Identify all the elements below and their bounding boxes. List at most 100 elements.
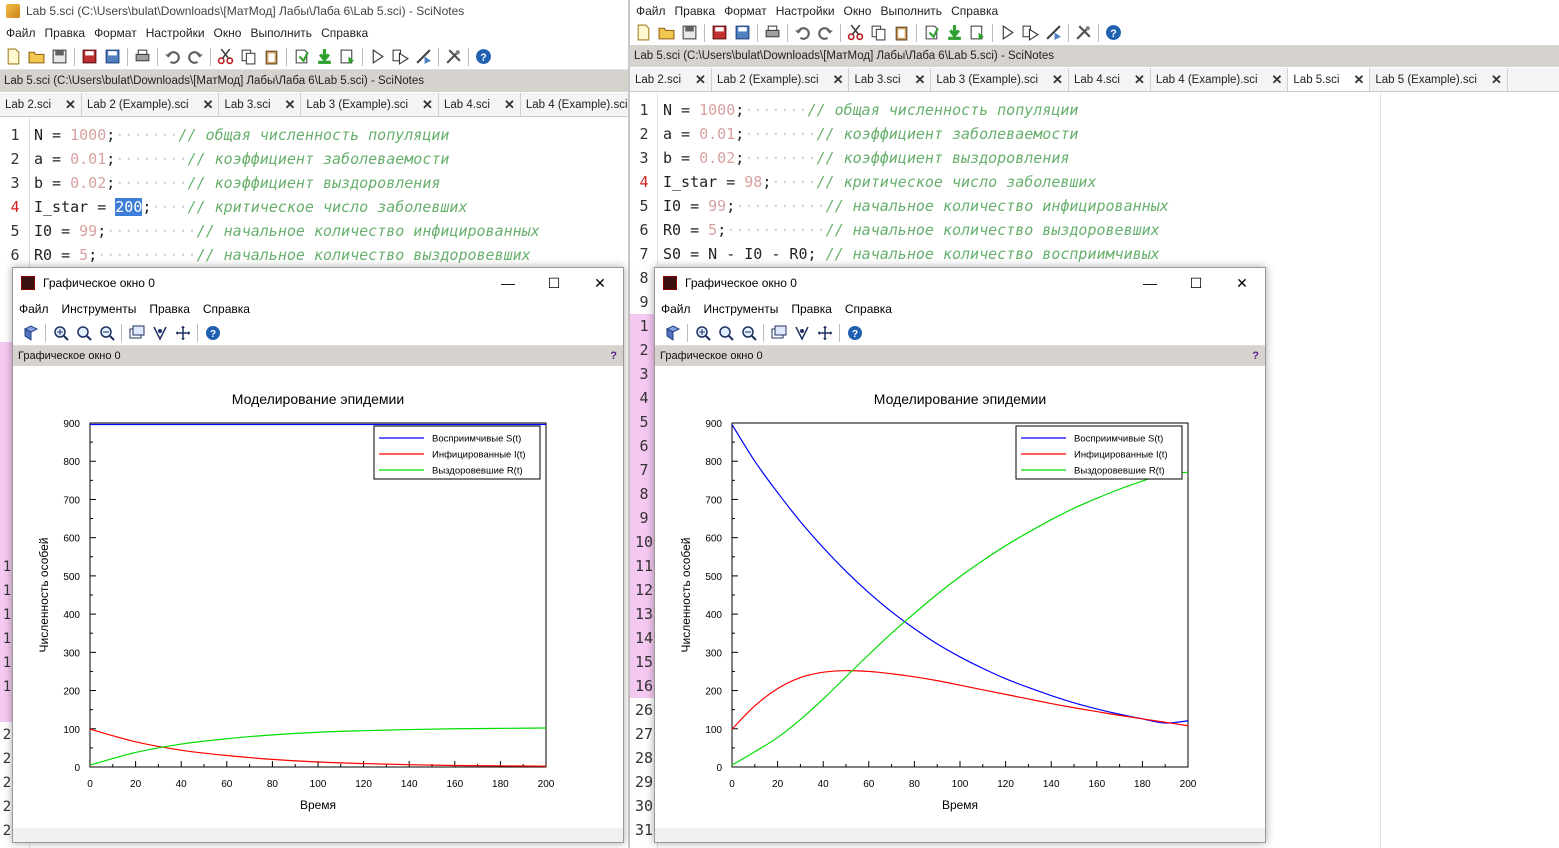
menu-file[interactable]: Файл xyxy=(6,26,36,40)
zoom-out-icon[interactable] xyxy=(97,323,117,343)
open-file-icon[interactable] xyxy=(50,47,70,67)
cut-icon[interactable] xyxy=(846,23,866,43)
preferences-icon[interactable] xyxy=(444,47,464,67)
tab-lab2[interactable]: Lab 2.sci ✕ xyxy=(630,68,712,91)
run-with-echo-icon[interactable] xyxy=(1021,23,1041,43)
print-icon[interactable] xyxy=(133,47,153,67)
close-icon[interactable]: ✕ xyxy=(832,71,844,87)
tab-lab4[interactable]: Lab 4.sci ✕ xyxy=(439,93,521,116)
paste-icon[interactable] xyxy=(892,23,912,43)
maximize-icon[interactable]: ☐ xyxy=(1189,274,1203,291)
minimize-icon[interactable]: — xyxy=(1143,275,1157,291)
close-icon[interactable]: ✕ xyxy=(594,274,606,291)
new-file-icon[interactable] xyxy=(4,47,24,67)
tab-lab3-example[interactable]: Lab 3 (Example).sci ✕ xyxy=(301,93,439,116)
help-icon[interactable]: ? xyxy=(203,323,223,343)
code-area[interactable]: N = 1000;·······// общая численность поп… xyxy=(34,118,628,848)
tab-lab5-example[interactable]: Lab 5 (Example).sci ✕ xyxy=(1370,68,1508,91)
menu-edit[interactable]: Правка xyxy=(44,26,86,40)
tab-lab4-example[interactable]: Lab 4 (Example).sci✕ xyxy=(1151,68,1289,91)
menu-run[interactable]: Выполнить xyxy=(250,26,313,40)
copy-icon[interactable] xyxy=(239,47,259,67)
save-icon[interactable] xyxy=(80,47,100,67)
menu-window[interactable]: Окно xyxy=(213,26,242,40)
close-icon[interactable]: ✕ xyxy=(503,96,515,112)
menu-help[interactable]: Справка xyxy=(844,302,892,316)
help-icon[interactable]: ? xyxy=(1252,350,1259,362)
redo-icon[interactable] xyxy=(186,47,206,67)
save-as-icon[interactable] xyxy=(103,47,123,67)
zoom-in-icon[interactable] xyxy=(693,323,713,343)
plot-canvas[interactable]: Моделирование эпидемии 0 20 40 60 80 100 120 140… xyxy=(13,366,623,828)
menu-settings[interactable]: Настройки xyxy=(775,4,835,18)
close-icon[interactable]: ✕ xyxy=(1271,71,1283,87)
pan-icon[interactable] xyxy=(815,323,835,343)
tab-lab2-example[interactable]: Lab 2 (Example).sci ✕ xyxy=(82,93,220,116)
help-icon[interactable]: ? xyxy=(610,350,617,362)
rotate-icon[interactable] xyxy=(21,323,41,343)
menu-help[interactable]: Справка xyxy=(202,302,250,316)
plot-canvas[interactable]: Моделирование эпидемии 0 20 40 60 80 100 120 140… xyxy=(655,366,1265,828)
close-icon[interactable]: ✕ xyxy=(65,96,76,112)
pan-icon[interactable] xyxy=(173,323,193,343)
menu-edit[interactable]: Правка xyxy=(674,4,716,18)
close-icon[interactable]: ✕ xyxy=(695,71,706,87)
undo-icon[interactable] xyxy=(163,47,183,67)
help-icon[interactable]: ? xyxy=(1104,23,1124,43)
tab-lab4[interactable]: Lab 4.sci ✕ xyxy=(1069,68,1151,91)
save-icon[interactable] xyxy=(710,23,730,43)
close-icon[interactable]: ✕ xyxy=(202,96,214,112)
help-icon[interactable]: ? xyxy=(474,47,494,67)
execute-file-icon[interactable] xyxy=(292,47,312,67)
close-icon[interactable]: ✕ xyxy=(1133,71,1145,87)
close-icon[interactable]: ✕ xyxy=(914,71,926,87)
zoom-out-icon[interactable] xyxy=(739,323,759,343)
open-folder-icon[interactable] xyxy=(657,23,677,43)
tab-lab3[interactable]: Lab 3.sci ✕ xyxy=(849,68,932,91)
zoom-icon[interactable] xyxy=(74,323,94,343)
close-icon[interactable]: ✕ xyxy=(284,96,296,112)
load-into-scilab-icon[interactable] xyxy=(338,47,358,67)
menu-settings[interactable]: Настройки xyxy=(145,26,205,40)
save-as-icon[interactable] xyxy=(733,23,753,43)
close-icon[interactable]: ✕ xyxy=(1490,71,1502,87)
code-area[interactable]: N = 1000;·······// общая численность поп… xyxy=(663,93,1559,848)
execute-selection-icon[interactable] xyxy=(414,47,434,67)
cut-icon[interactable] xyxy=(216,47,236,67)
execute-file-icon[interactable] xyxy=(922,23,942,43)
load-into-scilab-icon[interactable] xyxy=(968,23,988,43)
tab-lab3-example[interactable]: Lab 3 (Example).sci ✕ xyxy=(931,68,1069,91)
copy-icon[interactable] xyxy=(869,23,889,43)
select-figure-icon[interactable] xyxy=(769,323,789,343)
tab-lab4-example[interactable]: Lab 4 (Example).sci✕ xyxy=(521,93,628,116)
download-run-icon[interactable] xyxy=(315,47,335,67)
close-icon[interactable]: ✕ xyxy=(422,96,433,112)
tab-lab3[interactable]: Lab 3.sci ✕ xyxy=(219,93,302,116)
datatip-icon[interactable] xyxy=(150,323,170,343)
close-icon[interactable]: ✕ xyxy=(1052,71,1063,87)
menu-format[interactable]: Формат xyxy=(94,26,137,40)
menu-window[interactable]: Окно xyxy=(843,4,872,18)
redo-icon[interactable] xyxy=(816,23,836,43)
preferences-icon[interactable] xyxy=(1074,23,1094,43)
menu-tools[interactable]: Инструменты xyxy=(61,302,137,316)
zoom-icon[interactable] xyxy=(716,323,736,343)
datatip-icon[interactable] xyxy=(792,323,812,343)
maximize-icon[interactable]: ☐ xyxy=(547,274,561,291)
help-icon[interactable]: ? xyxy=(845,323,865,343)
menu-format[interactable]: Формат xyxy=(724,4,767,18)
tab-lab2[interactable]: Lab 2.sci ✕ xyxy=(0,93,82,116)
tab-lab5[interactable]: Lab 5.sci ✕ xyxy=(1288,68,1371,91)
new-file-icon[interactable] xyxy=(634,23,654,43)
print-icon[interactable] xyxy=(763,23,783,43)
menu-help[interactable]: Справка xyxy=(951,4,999,18)
close-icon[interactable]: ✕ xyxy=(1236,274,1248,291)
menu-run[interactable]: Выполнить xyxy=(880,4,943,18)
menu-file[interactable]: Файл xyxy=(19,302,49,316)
paste-icon[interactable] xyxy=(262,47,282,67)
select-figure-icon[interactable] xyxy=(127,323,147,343)
open-file-icon[interactable] xyxy=(680,23,700,43)
run-with-echo-icon[interactable] xyxy=(391,47,411,67)
menu-edit[interactable]: Правка xyxy=(149,302,190,316)
zoom-in-icon[interactable] xyxy=(51,323,71,343)
